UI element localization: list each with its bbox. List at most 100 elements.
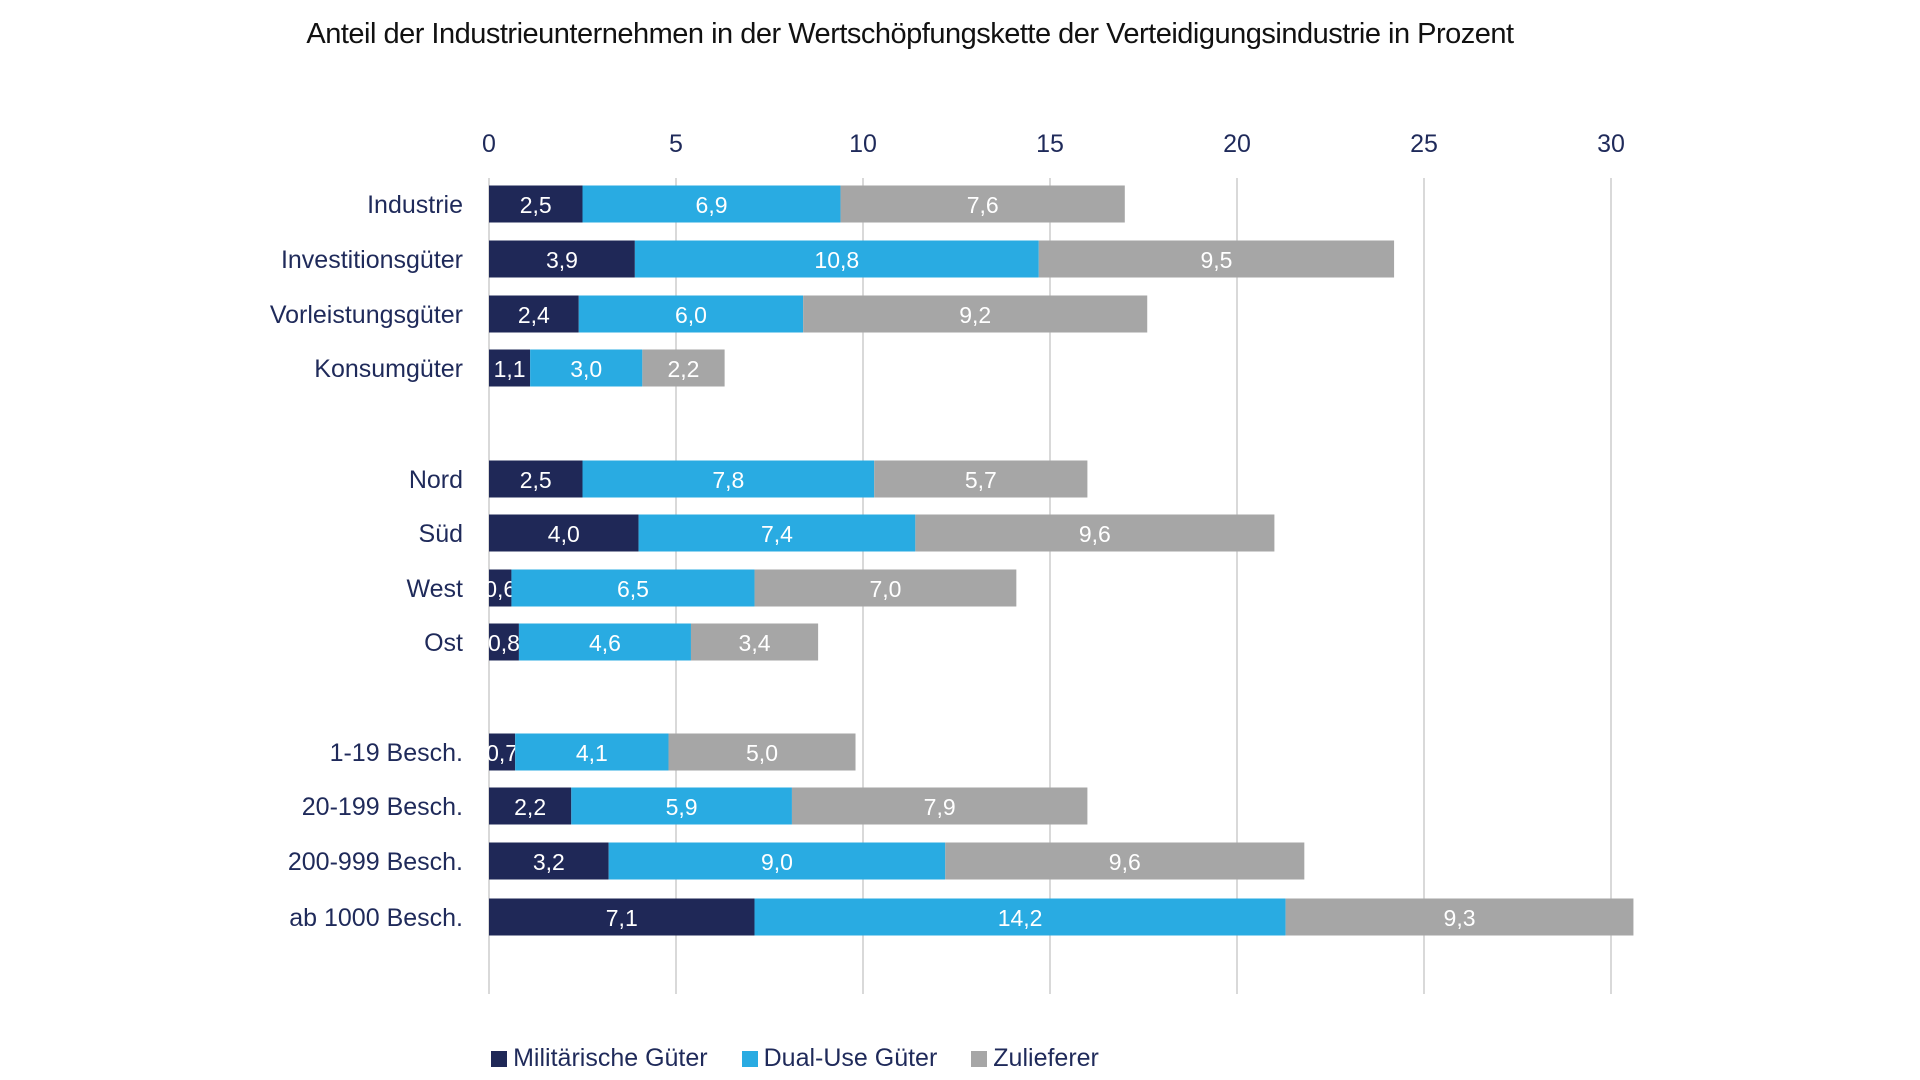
bar-segment xyxy=(489,842,609,880)
data-label: 9,3 xyxy=(1444,905,1476,931)
category-label: Ost xyxy=(424,629,463,657)
data-label: 7,0 xyxy=(869,576,901,602)
bar-segment xyxy=(489,185,583,223)
category-label: Vorleistungsgüter xyxy=(270,301,463,329)
category-label: 1-19 Besch. xyxy=(330,739,463,767)
data-label: 7,8 xyxy=(712,467,744,493)
data-label: 9,6 xyxy=(1079,521,1111,547)
data-label: 3,2 xyxy=(533,849,565,875)
bar-segment xyxy=(803,295,1148,333)
bar-segment xyxy=(530,349,643,387)
bar-segment xyxy=(582,460,875,498)
category-label: Konsumgüter xyxy=(314,355,463,383)
data-label: 2,4 xyxy=(518,302,550,328)
x-tick-label: 25 xyxy=(1410,130,1438,158)
data-label: 10,8 xyxy=(814,247,859,273)
data-label: 2,5 xyxy=(520,192,552,218)
bar-segment xyxy=(754,569,1017,607)
legend-label: Zulieferer xyxy=(993,1044,1099,1072)
bar-segment xyxy=(634,240,1039,278)
bar-segment xyxy=(489,460,583,498)
data-label: 4,0 xyxy=(548,521,580,547)
data-label: 3,0 xyxy=(570,356,602,382)
data-label: 4,6 xyxy=(589,630,621,656)
data-label: 2,2 xyxy=(514,794,546,820)
bar-segment xyxy=(489,514,639,552)
data-label: 6,9 xyxy=(696,192,728,218)
legend-item: Zulieferer xyxy=(971,1044,1099,1073)
bar-segment xyxy=(945,842,1305,880)
data-label: 0,6 xyxy=(484,576,516,602)
category-label: Süd xyxy=(419,520,463,548)
bar-segment xyxy=(515,733,669,771)
category-label: 200-999 Besch. xyxy=(288,848,463,876)
legend-item: Militärische Güter xyxy=(491,1044,708,1073)
legend-item: Dual-Use Güter xyxy=(741,1044,937,1073)
data-label: 7,1 xyxy=(606,905,638,931)
bar-segment xyxy=(915,514,1275,552)
data-label: 0,7 xyxy=(486,740,518,766)
bar-segment xyxy=(489,898,755,936)
data-label: 3,9 xyxy=(546,247,578,273)
data-label: 9,5 xyxy=(1200,247,1232,273)
bar-segment xyxy=(668,733,856,771)
bar-segment xyxy=(608,842,946,880)
category-label: Investitionsgüter xyxy=(281,246,463,274)
data-label: 2,2 xyxy=(667,356,699,382)
bar-segment xyxy=(690,623,819,661)
legend-swatch xyxy=(741,1050,758,1067)
legend: Militärische Güter Dual-Use Güter Zuliefer… xyxy=(0,1044,1590,1073)
bar-segment xyxy=(754,898,1286,936)
bar-segment xyxy=(1038,240,1395,278)
x-tick-label: 5 xyxy=(669,130,683,158)
category-label: West xyxy=(407,575,464,603)
bar-segment xyxy=(840,185,1125,223)
bar-segment xyxy=(489,623,519,661)
legend-swatch xyxy=(971,1050,988,1067)
bar-segment xyxy=(1285,898,1634,936)
category-label: ab 1000 Besch. xyxy=(289,904,463,932)
bar-segment xyxy=(791,787,1088,825)
x-tick-label: 10 xyxy=(849,130,877,158)
bar-segment xyxy=(511,569,755,607)
bar-segment xyxy=(582,185,841,223)
data-label: 9,2 xyxy=(959,302,991,328)
bar-segment xyxy=(518,623,691,661)
category-label: 20-199 Besch. xyxy=(302,793,463,821)
data-label: 7,9 xyxy=(924,794,956,820)
bar-segment xyxy=(489,349,531,387)
data-label: 5,9 xyxy=(666,794,698,820)
legend-label: Militärische Güter xyxy=(513,1044,708,1072)
category-label: Industrie xyxy=(367,191,463,219)
data-label: 6,0 xyxy=(675,302,707,328)
bar-segment xyxy=(489,295,579,333)
data-label: 5,7 xyxy=(965,467,997,493)
data-label: 4,1 xyxy=(576,740,608,766)
bar-segment xyxy=(489,733,516,771)
chart-title: Anteil der Industrieunternehmen in der W… xyxy=(306,18,1514,50)
data-label: 9,6 xyxy=(1109,849,1141,875)
data-label: 3,4 xyxy=(739,630,771,656)
x-tick-label: 0 xyxy=(482,130,496,158)
data-label: 6,5 xyxy=(617,576,649,602)
data-label: 2,5 xyxy=(520,467,552,493)
x-tick-label: 30 xyxy=(1597,130,1625,158)
x-tick-label: 15 xyxy=(1036,130,1064,158)
bar-segment xyxy=(642,349,725,387)
data-label: 1,1 xyxy=(494,356,526,382)
bar-segment xyxy=(489,569,512,607)
data-label: 9,0 xyxy=(761,849,793,875)
bar-segment xyxy=(489,240,635,278)
bar-segment xyxy=(571,787,792,825)
bar-segment xyxy=(489,787,572,825)
data-label: 7,4 xyxy=(761,521,793,547)
data-label: 5,0 xyxy=(746,740,778,766)
bar-segment xyxy=(638,514,916,552)
bar-segment xyxy=(874,460,1088,498)
category-label: Nord xyxy=(409,466,463,494)
x-tick-label: 20 xyxy=(1223,130,1251,158)
data-label: 7,6 xyxy=(967,192,999,218)
bar-segment xyxy=(578,295,804,333)
legend-swatch xyxy=(491,1050,508,1067)
